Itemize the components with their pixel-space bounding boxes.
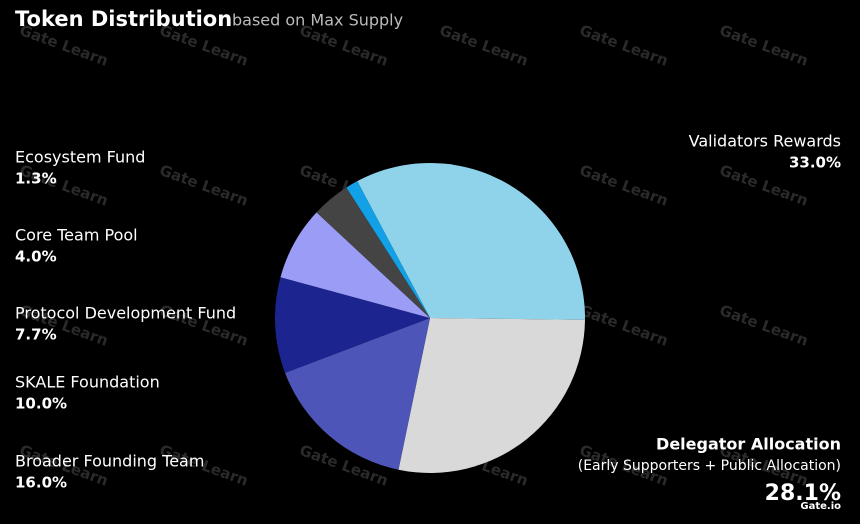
value-label: 7.7% (15, 326, 57, 344)
pie-slice (346, 181, 430, 318)
pie-slice (398, 318, 585, 473)
watermark: Gate Learn (437, 21, 530, 70)
logo: Gate.io (800, 501, 841, 512)
legend-label: Ecosystem Fund (15, 148, 145, 167)
chart-subtitle: based on Max Supply (232, 11, 403, 30)
value-label: 4.0% (15, 248, 57, 266)
pie-slice (357, 163, 585, 320)
watermark: Gate Learn (577, 301, 670, 350)
legend-label: Broader Founding Team (15, 452, 204, 471)
value-label: 10.0% (15, 395, 67, 413)
watermark: Gate Learn (717, 21, 810, 70)
pie-slice (275, 277, 430, 373)
watermark: Gate Learn (157, 161, 250, 210)
legend-label: Delegator Allocation (656, 435, 841, 454)
watermark: Gate Learn (577, 161, 670, 210)
value-label: 1.3% (15, 170, 57, 188)
legend-label: Core Team Pool (15, 226, 138, 245)
watermark: Gate Learn (577, 21, 670, 70)
pie-slice (316, 187, 430, 318)
value-label: 33.0% (789, 154, 841, 172)
legend-label: Validators Rewards (689, 132, 841, 151)
pie-slice (280, 212, 430, 318)
legend-label: SKALE Foundation (15, 373, 160, 392)
watermark: Gate Learn (717, 301, 810, 350)
pie-slice (285, 318, 430, 470)
legend-label: Protocol Development Fund (15, 304, 236, 323)
value-label: 16.0% (15, 474, 67, 492)
annotation: (Early Supporters + Public Allocation) (578, 458, 841, 474)
chart-title: Token Distribution (15, 7, 232, 31)
value-label: 28.1% (765, 481, 841, 506)
